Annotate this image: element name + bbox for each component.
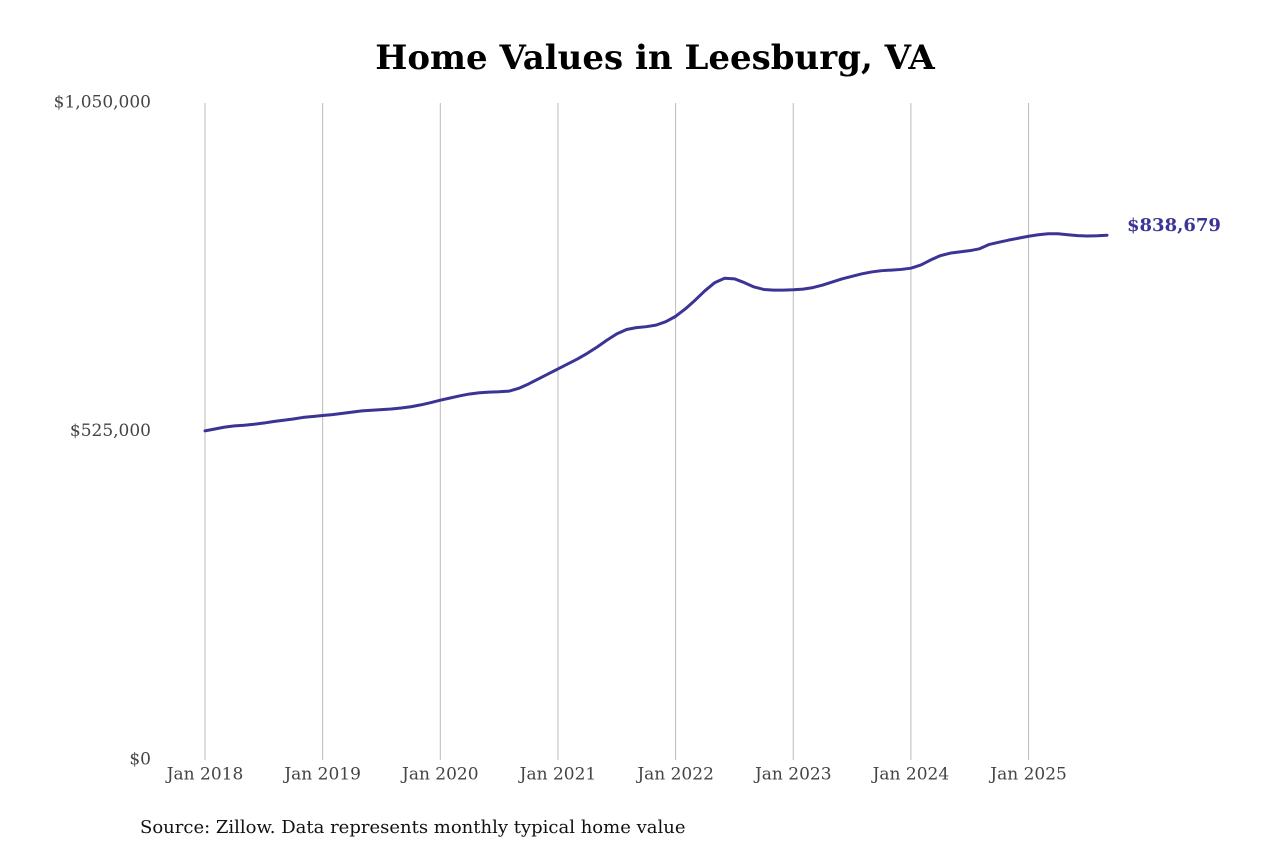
x-tick-label: Jan 2022 [635,765,714,785]
x-tick-label: Jan 2021 [518,765,597,785]
chart-title: Home Values in Leesburg, VA [375,38,935,78]
x-tick-label: Jan 2023 [753,765,832,785]
source-note: Source: Zillow. Data represents monthly … [140,817,686,838]
y-tick-label: $0 [129,750,151,770]
value-label: $838,679 [1127,215,1221,236]
x-tick-label: Jan 2024 [871,765,950,785]
x-tick-label: Jan 2018 [165,765,244,785]
y-tick-label: $525,000 [70,421,151,441]
x-tick-label: Jan 2025 [988,765,1067,785]
x-tick-label: Jan 2020 [400,765,479,785]
y-tick-label: $1,050,000 [54,93,151,113]
series-line [203,232,1109,433]
x-tick-label: Jan 2019 [282,765,361,785]
